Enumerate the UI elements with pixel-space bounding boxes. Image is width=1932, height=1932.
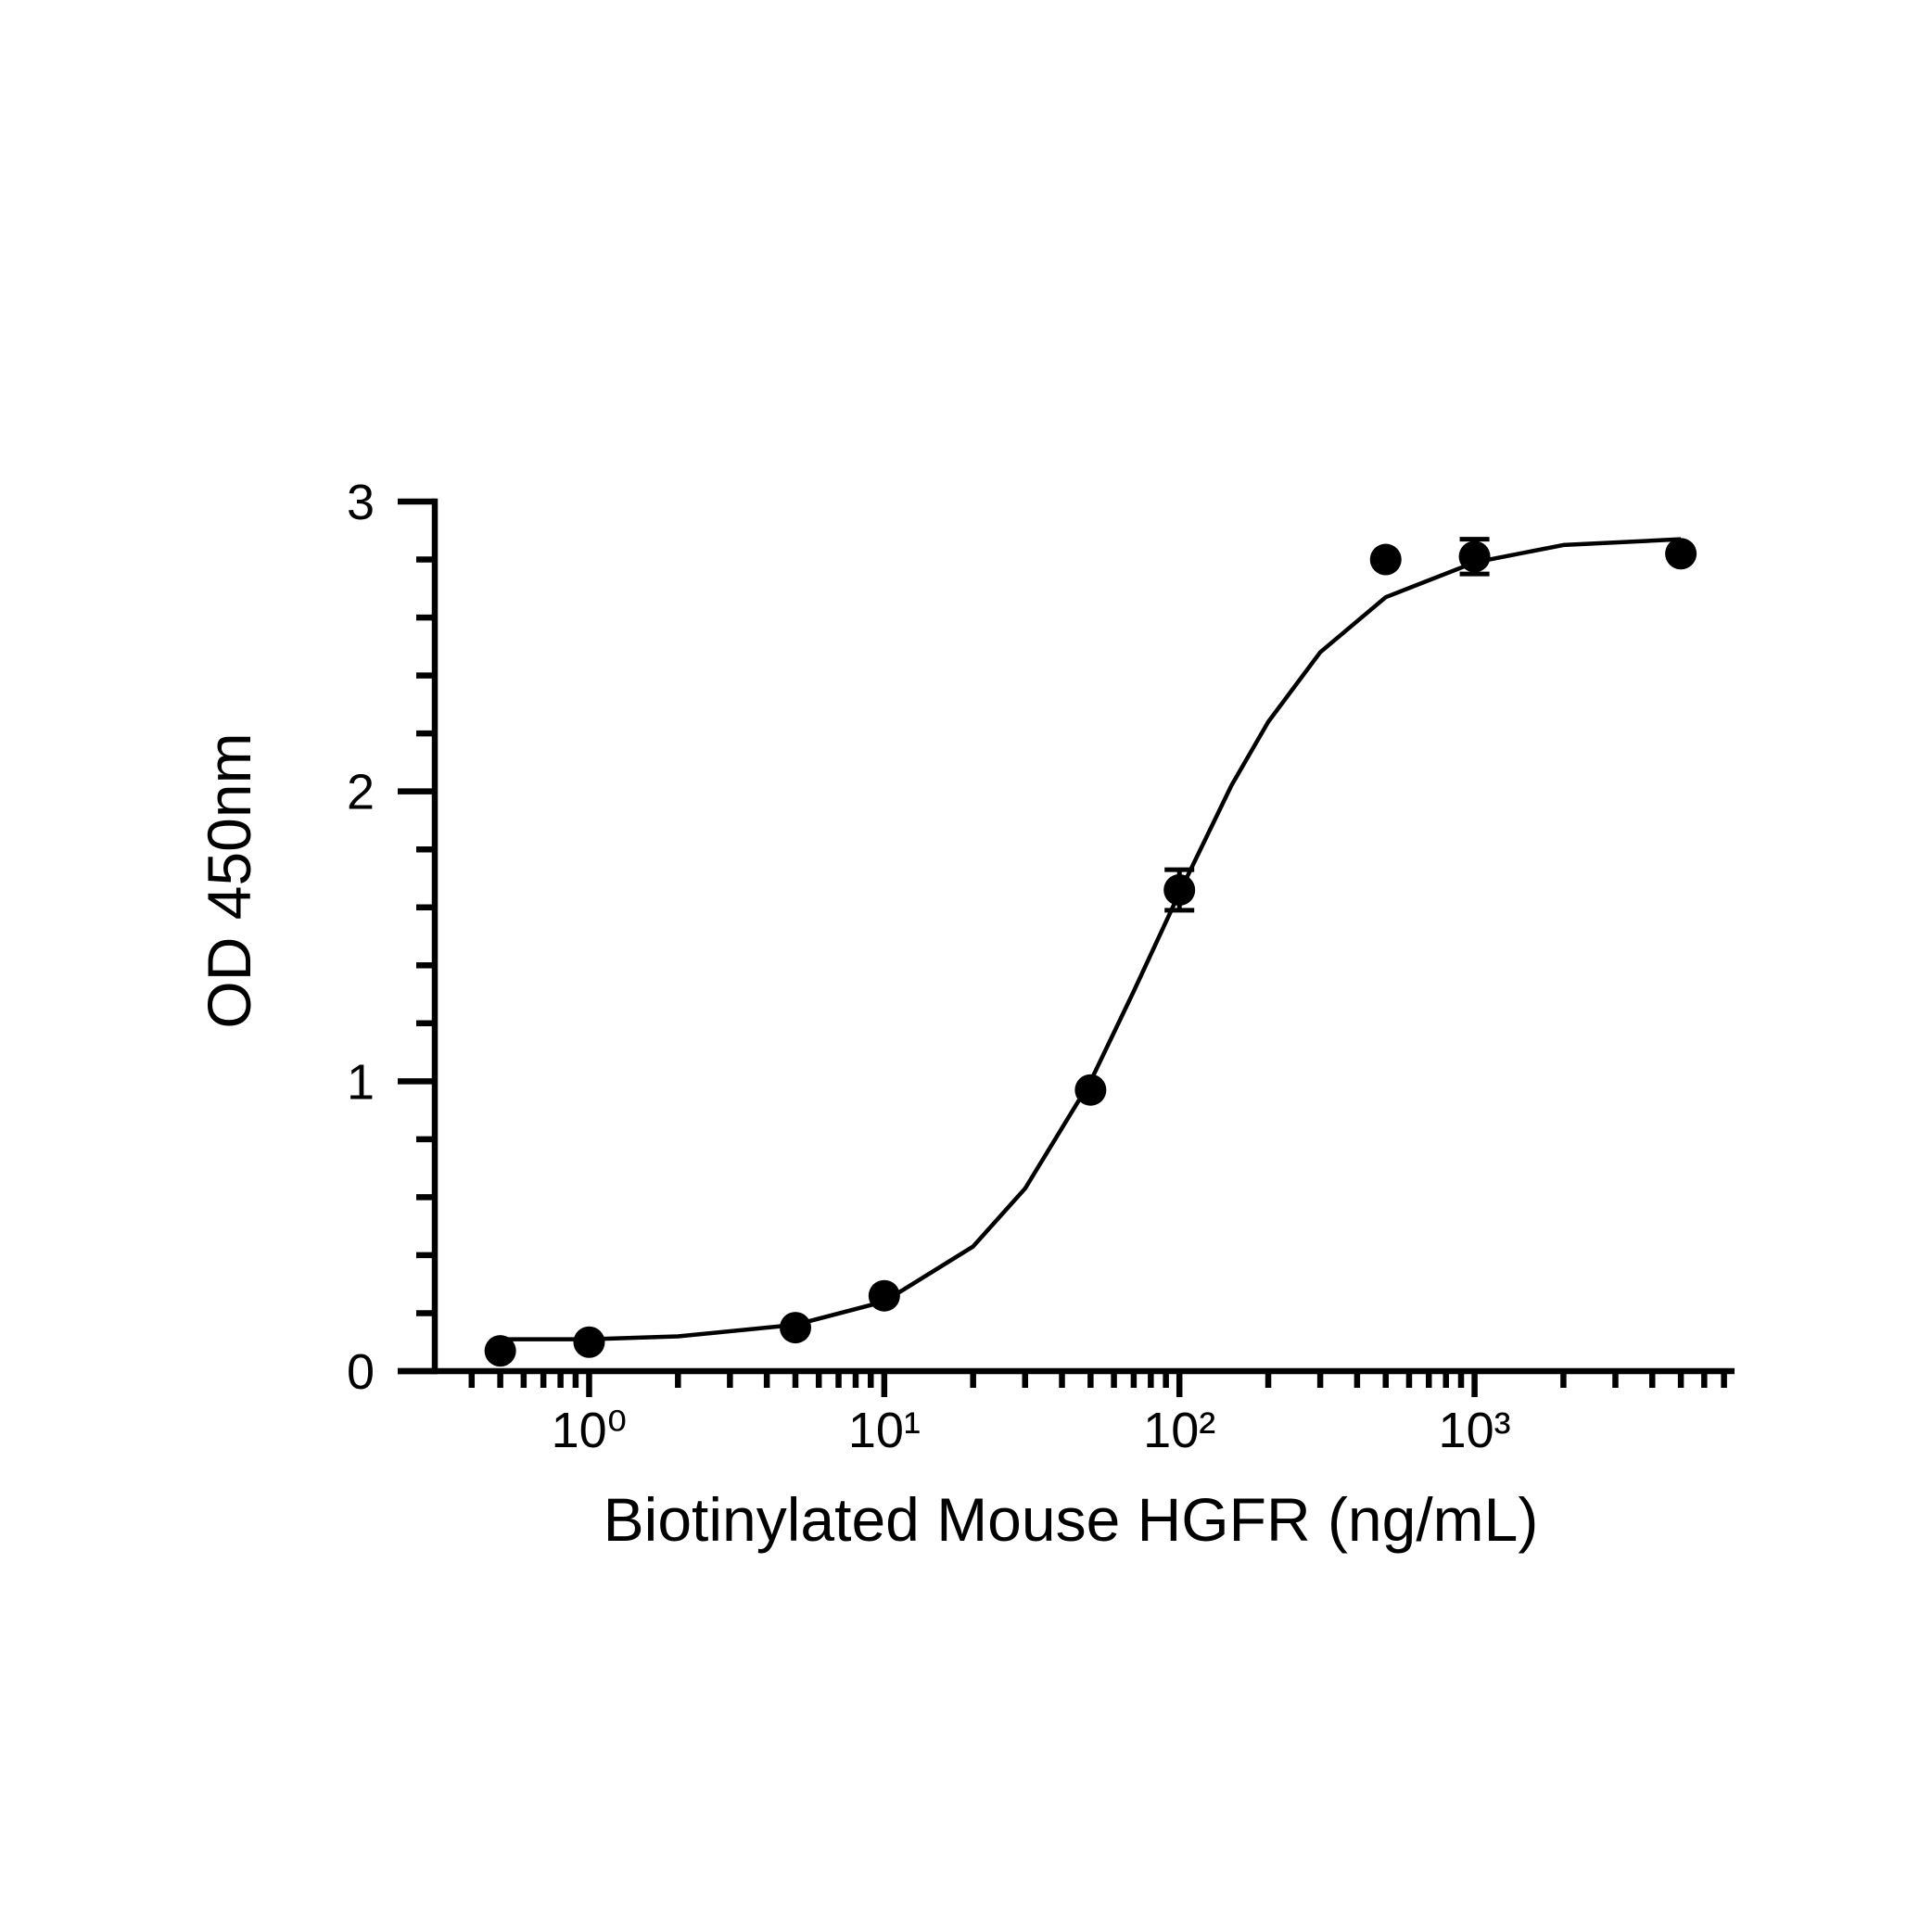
- data-point: [484, 1335, 516, 1367]
- y-tick-label: 1: [347, 1054, 375, 1110]
- y-axis-title: OD 450nm: [195, 732, 263, 1028]
- x-tick-label: 10¹: [848, 1403, 921, 1458]
- data-point: [1369, 543, 1402, 576]
- x-tick-label: 10⁰: [552, 1403, 628, 1458]
- data-point: [1458, 540, 1491, 573]
- x-tick-label: 10²: [1143, 1403, 1215, 1458]
- data-point: [1163, 873, 1196, 906]
- x-tick-label: 10³: [1439, 1403, 1511, 1458]
- y-tick-label: 2: [347, 765, 375, 820]
- data-point: [1665, 538, 1697, 570]
- data-point: [573, 1326, 605, 1358]
- y-tick-label: 0: [347, 1344, 375, 1400]
- fit-curve: [500, 537, 1682, 1341]
- data-point: [779, 1312, 811, 1344]
- data-point: [868, 1279, 900, 1312]
- data-point: [1074, 1074, 1107, 1106]
- x-axis-title: Biotinylated Mouse HGFR (ng/mL): [604, 1485, 1539, 1554]
- y-tick-label: 3: [347, 475, 375, 530]
